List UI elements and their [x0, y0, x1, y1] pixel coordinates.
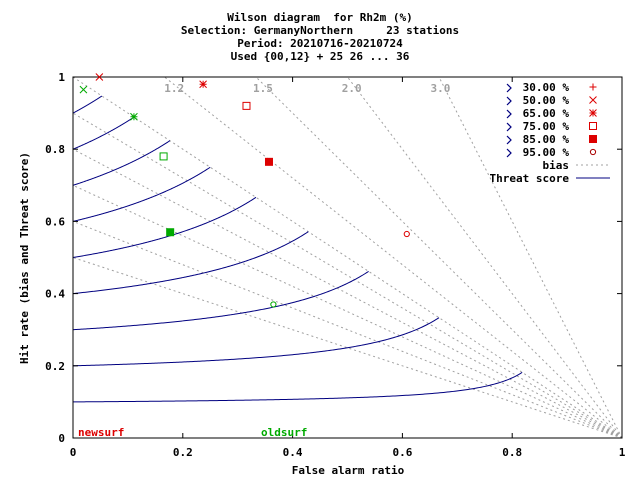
legend-label: 30.00 % — [523, 81, 570, 94]
threat-score-curve — [73, 196, 257, 258]
y-tick-label: 1 — [58, 71, 65, 84]
bias-labels: 1.2 1.5 2.0 3.0 — [164, 82, 450, 95]
axis-ticks: 0 0.2 0.4 0.6 0.8 1 0 0.2 0.4 0.6 0.8 1 — [45, 71, 626, 459]
legend-label: 95.00 % — [523, 146, 570, 159]
legend-label: 85.00 % — [523, 133, 570, 146]
legend-threat-label: Threat score — [490, 172, 570, 185]
threat-score-curve — [73, 371, 523, 403]
legend-marker — [589, 96, 597, 104]
legend-chevron — [506, 96, 512, 106]
bias-line — [73, 184, 622, 438]
threat-score-curve — [73, 317, 440, 367]
legend-chevron — [506, 83, 512, 93]
threat-score-curve — [73, 270, 369, 331]
bias-label: 3.0 — [431, 82, 451, 95]
legend-chevron — [506, 135, 512, 145]
x-tick-label: 0 — [70, 446, 77, 459]
threat-score-curve — [73, 140, 171, 186]
legend: 30.00 %50.00 %65.00 %75.00 %85.00 %95.00… — [490, 81, 610, 185]
bias-label: 1.2 — [164, 82, 184, 95]
legend-marker — [589, 148, 597, 156]
bias-line — [438, 77, 622, 438]
chart-subtitle-period: Period: 20210716-20210724 — [237, 37, 403, 50]
y-tick-label: 0.2 — [45, 360, 65, 373]
bias-line — [163, 77, 622, 438]
data-point — [242, 101, 251, 110]
data-point — [95, 73, 104, 81]
bias-line — [73, 112, 622, 438]
chart-title: Wilson diagram for Rh2m (%) — [227, 11, 413, 24]
bias-label: 2.0 — [342, 82, 362, 95]
x-tick-label: 0.4 — [283, 446, 303, 459]
data-point — [199, 80, 207, 89]
legend-chevron — [506, 122, 512, 132]
data-points — [79, 73, 410, 308]
legend-bias-label: bias — [543, 159, 570, 172]
threat-score-curve — [73, 95, 103, 114]
bias-line — [255, 77, 622, 438]
plot-frame — [72, 76, 623, 439]
legend-marker — [589, 83, 597, 91]
data-point — [264, 157, 273, 166]
chart-subtitle-selection: Selection: GermanyNorthern 23 stations — [180, 24, 460, 37]
data-point — [130, 112, 138, 121]
bias-lines — [73, 77, 622, 438]
legend-label: 65.00 % — [523, 107, 570, 120]
threat-score-curve — [73, 231, 309, 295]
x-tick-label: 1 — [619, 446, 626, 459]
bias-line — [346, 77, 622, 438]
legend-marker — [589, 135, 597, 143]
legend-label: 50.00 % — [523, 94, 570, 107]
x-tick-label: 0.6 — [392, 446, 412, 459]
data-point — [79, 85, 88, 94]
bias-label: 1.5 — [253, 82, 273, 95]
series-label: newsurf — [78, 426, 124, 439]
x-tick-label: 0.8 — [502, 446, 522, 459]
data-point — [166, 228, 175, 237]
series-labels: newsurf oldsurf — [78, 426, 307, 439]
data-point — [159, 152, 168, 161]
y-axis-label: Hit rate (bias and Threat score) — [18, 152, 31, 364]
legend-label: 75.00 % — [523, 120, 570, 133]
legend-marker — [589, 122, 597, 130]
y-tick-label: 0.6 — [45, 215, 65, 228]
y-tick-label: 0 — [58, 432, 65, 445]
legend-marker — [589, 109, 597, 117]
threat-score-curve — [73, 116, 135, 150]
x-tick-label: 0.2 — [173, 446, 193, 459]
data-point — [403, 230, 410, 238]
x-axis-label: False alarm ratio — [292, 464, 405, 477]
series-label: oldsurf — [261, 426, 307, 439]
y-tick-label: 0.8 — [45, 143, 65, 156]
bias-line — [73, 148, 622, 438]
bias-line — [73, 220, 622, 438]
legend-chevron — [506, 148, 512, 158]
threat-score-curve — [73, 166, 211, 222]
bias-line — [73, 257, 622, 438]
y-tick-label: 0.4 — [45, 288, 65, 301]
threat-score-curves — [73, 95, 523, 403]
data-point — [270, 301, 277, 308]
legend-chevron — [506, 109, 512, 119]
chart-subtitle-used: Used {00,12} + 25 26 ... 36 — [230, 50, 410, 63]
